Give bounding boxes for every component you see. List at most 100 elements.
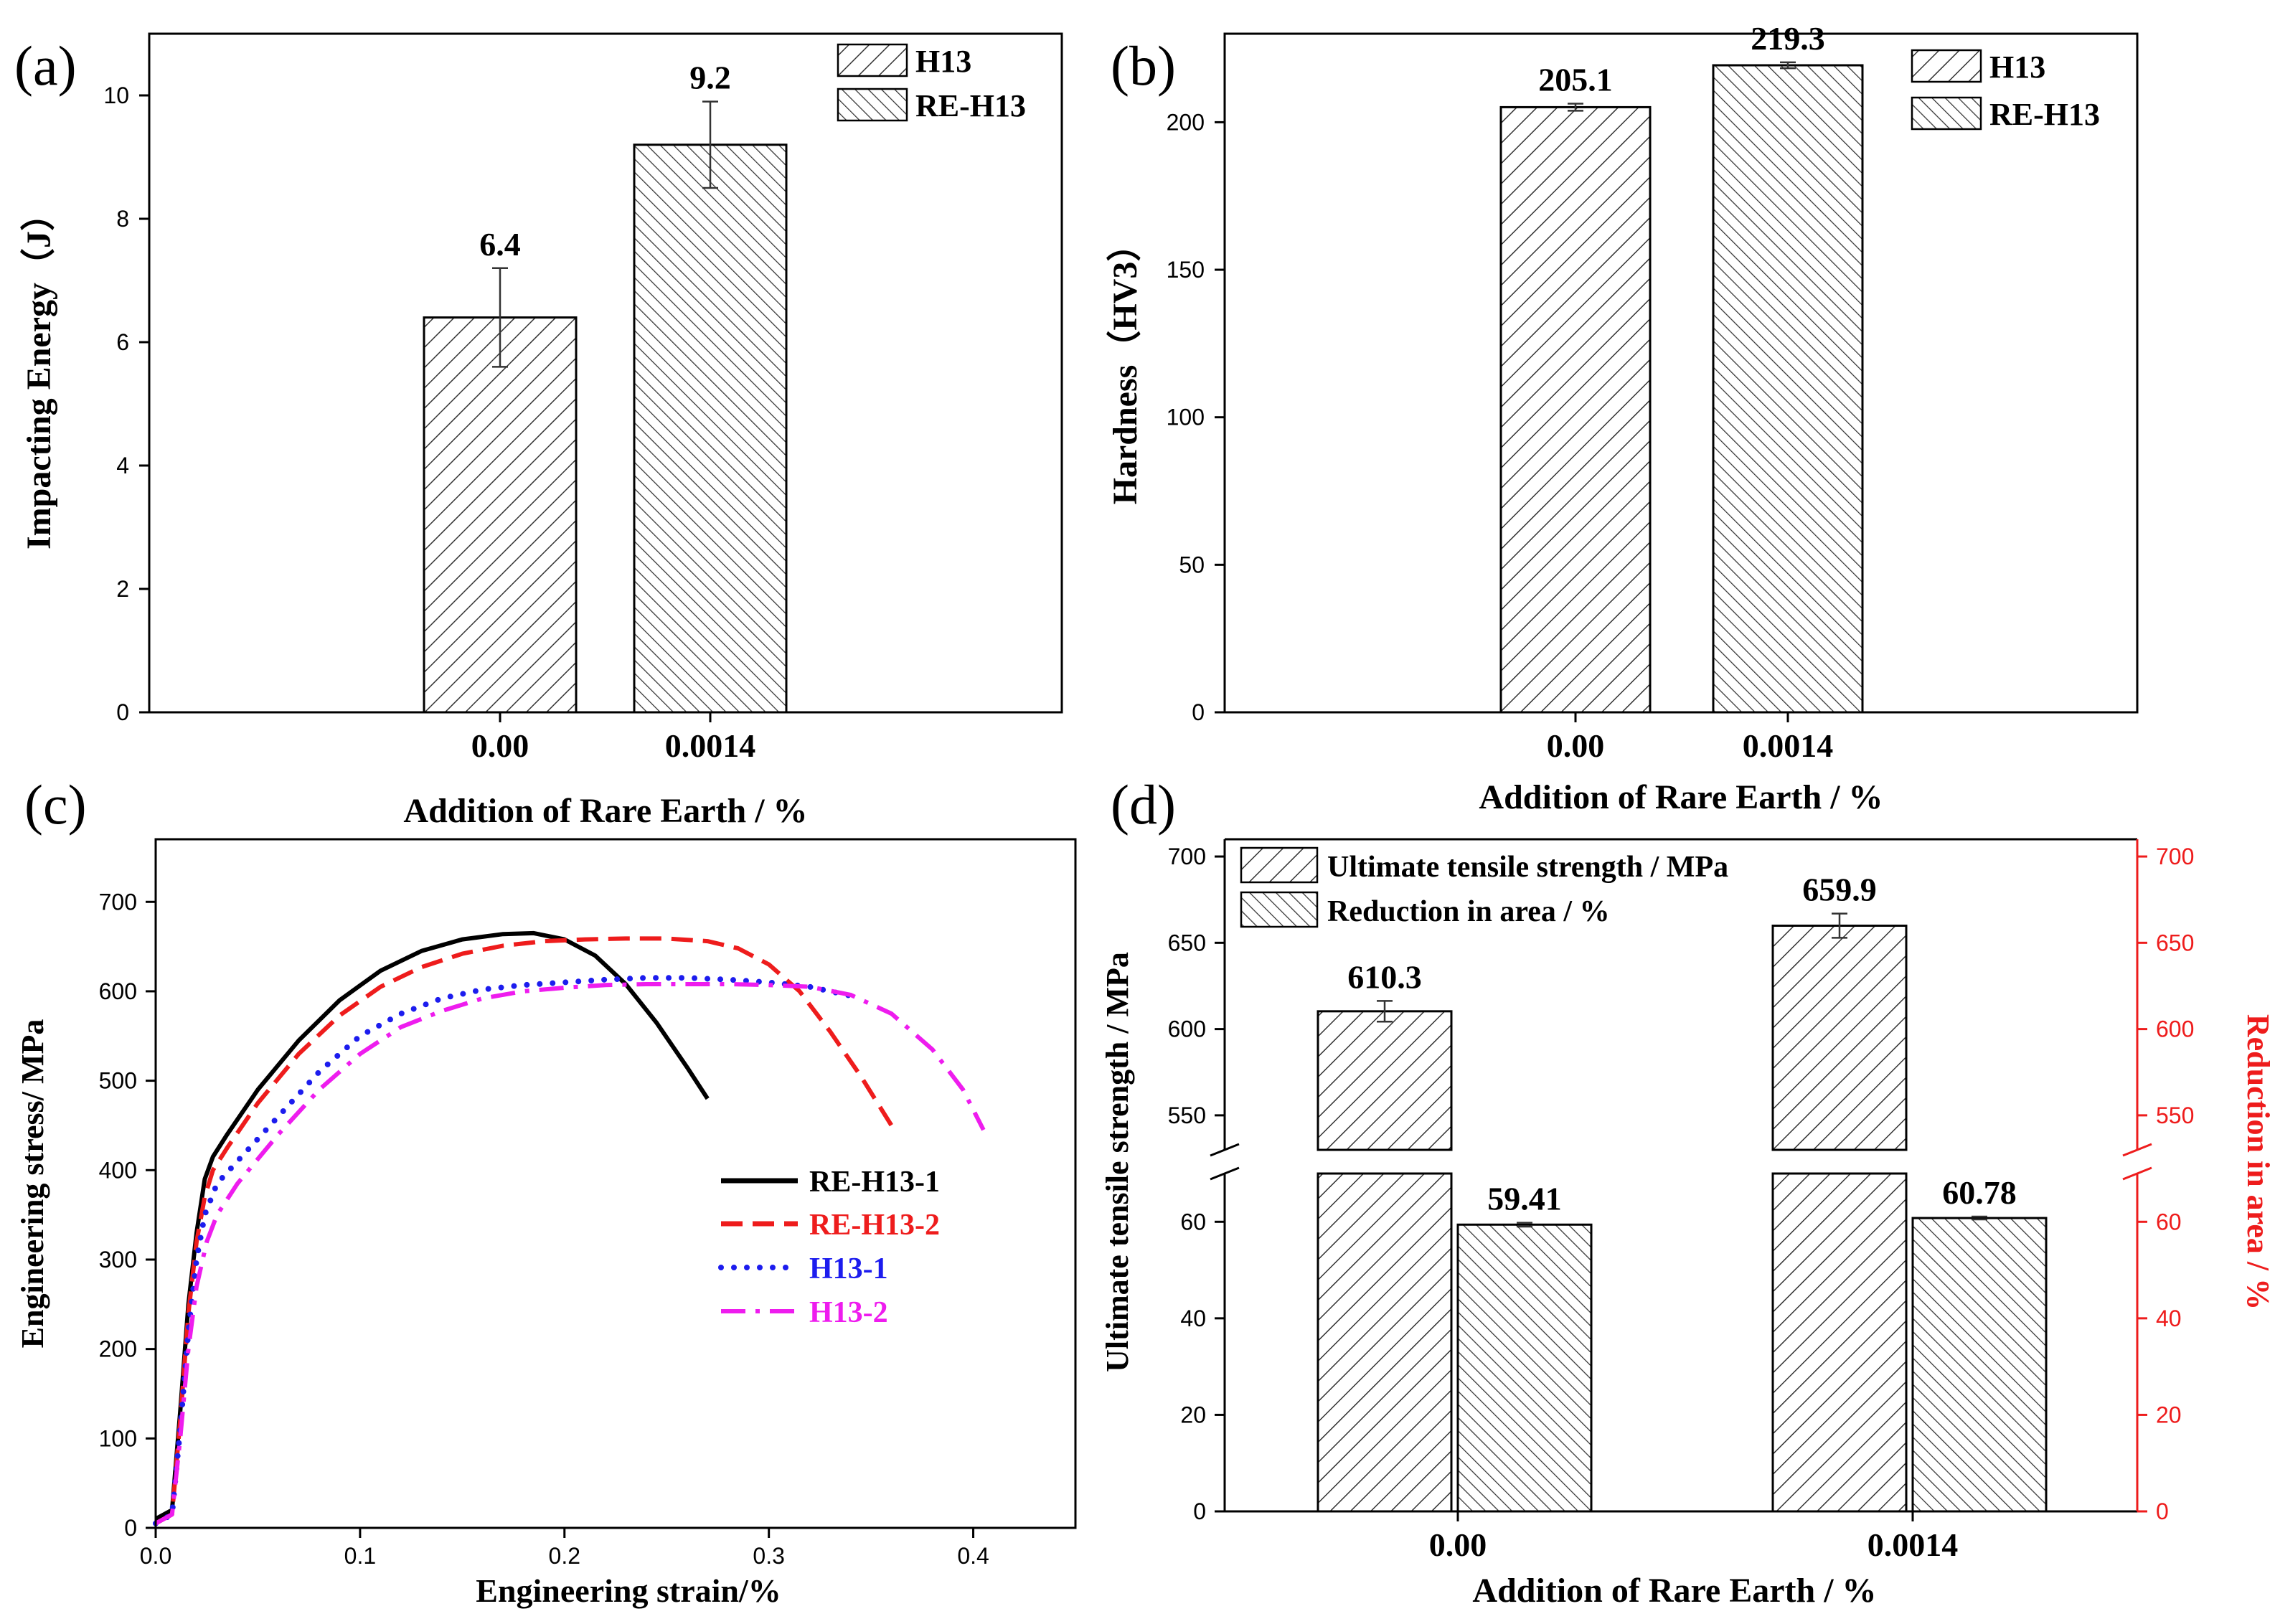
y2-tick-label: 60 xyxy=(2156,1209,2182,1234)
y-tick-label: 2 xyxy=(116,576,129,602)
panel-d-x-axis-label: Addition of Rare Earth / % xyxy=(1472,1572,1876,1610)
y-tick-label: 8 xyxy=(116,206,129,232)
y-tick-label: 0 xyxy=(1193,1498,1206,1524)
panel-c-legend-h13-2: H13-2 xyxy=(809,1296,888,1329)
y-tick-label: 600 xyxy=(1168,1016,1206,1042)
panel-b-hardness: (b) 205.1 219.3 0 50 100 150 200 0.00 0.0014 H… xyxy=(1106,20,2139,816)
panel-d-legend: Ultimate tensile strength / MPa Reductio… xyxy=(1240,846,1728,928)
y-tick-label: 150 xyxy=(1167,257,1205,283)
bar-uts-upper xyxy=(1771,925,1908,1151)
data-label: 610.3 xyxy=(1347,958,1422,995)
x-tick-label: 0.0014 xyxy=(1743,727,1834,764)
x-tick-label: 0.00 xyxy=(1429,1526,1487,1563)
y-tick-label: 60 xyxy=(1180,1209,1206,1234)
y2-tick-label: 700 xyxy=(2156,844,2194,869)
panel-c-frame xyxy=(154,838,1077,1529)
series-line-h13-2 xyxy=(154,982,986,1526)
panel-d-legend-swatch-uts xyxy=(1240,846,1319,884)
y-tick-label: 0 xyxy=(1192,699,1205,725)
x-tick-label: 0.00 xyxy=(1547,727,1605,764)
y2-tick-label: 550 xyxy=(2156,1103,2194,1128)
panel-a-impact-energy: (a) 6.4 9.2 0 2 4 6 8 10 0.00 0.0014 Impacting … xyxy=(14,32,1063,830)
panel-b-legend-swatch-re-h13 xyxy=(1911,96,1982,131)
panel-d-frame xyxy=(1210,838,2152,1513)
panel-a-legend-h13: H13 xyxy=(915,44,971,79)
panel-a-legend: H13 RE-H13 xyxy=(837,43,1026,123)
x-tick-label: 0.2 xyxy=(549,1543,580,1569)
data-label: 205.1 xyxy=(1538,61,1613,98)
panel-a-frame xyxy=(148,32,1063,714)
y-tick-label: 4 xyxy=(116,453,129,478)
panel-b-legend: H13 RE-H13 xyxy=(1911,49,2100,132)
panel-c-legend-re-h13-2: RE-H13-2 xyxy=(809,1209,940,1242)
axis-break-mark xyxy=(2122,1166,2152,1181)
y-tick-label: 20 xyxy=(1180,1402,1206,1427)
panel-d-tensile: (d) 610.3 659.9 59.41 60.78 0 0 20 20 40 40 60 60 5… xyxy=(1100,773,2275,1610)
panel-a-y-axis-label: Impacting Energy（J） xyxy=(20,197,58,549)
y-tick-label: 400 xyxy=(99,1157,137,1183)
y2-tick-label: 600 xyxy=(2156,1016,2194,1042)
y-tick-label: 40 xyxy=(1180,1306,1206,1331)
axis-break-mark xyxy=(1210,1143,1240,1157)
series-line-re-h13-1 xyxy=(154,930,710,1521)
data-label: 60.78 xyxy=(1942,1174,2017,1211)
y-tick-label: 200 xyxy=(1167,109,1205,135)
x-tick-label: 0.1 xyxy=(344,1543,376,1569)
data-label: 219.3 xyxy=(1751,20,1825,57)
x-tick-label: 0.3 xyxy=(753,1543,784,1569)
y-tick-label: 0 xyxy=(116,699,129,725)
panel-c-stress-strain: (c) 0 100 200 300 400 500 600 700 0.0 0.1 0.2 0.3 0… xyxy=(15,773,1077,1609)
x-tick-label: 0.0 xyxy=(140,1543,171,1569)
y2-tick-label: 0 xyxy=(2156,1498,2169,1524)
panel-c-x-axis-label: Engineering strain/% xyxy=(476,1572,781,1609)
panel-d-y-axis-label: Ultimate tensile strength / MPa xyxy=(1100,952,1135,1372)
x-tick-label: 0.0014 xyxy=(1867,1526,1959,1563)
panel-d-y2-axis-label: Reduction in area / % xyxy=(2241,1014,2275,1310)
panel-d-legend-uts: Ultimate tensile strength / MPa xyxy=(1327,851,1728,884)
panel-b-frame xyxy=(1223,32,2139,714)
bar-reduction-in-area xyxy=(1911,1217,2048,1513)
panel-a-label: (a) xyxy=(14,34,77,97)
y-tick-label: 300 xyxy=(99,1247,137,1273)
series-line-re-h13-2 xyxy=(154,936,894,1526)
y2-tick-label: 650 xyxy=(2156,930,2194,955)
y-tick-label: 100 xyxy=(99,1425,137,1451)
panel-c-legend-re-h13-1: RE-H13-1 xyxy=(809,1166,940,1199)
y-tick-label: 550 xyxy=(1168,1103,1206,1128)
data-label: 59.41 xyxy=(1487,1181,1562,1217)
panel-a-legend-swatch-h13 xyxy=(837,43,908,77)
panel-a-legend-re-h13: RE-H13 xyxy=(915,88,1026,123)
data-label: 9.2 xyxy=(689,60,731,96)
y-tick-label: 100 xyxy=(1167,405,1205,430)
y-tick-label: 200 xyxy=(99,1336,137,1362)
bar-uts-lower xyxy=(1771,1172,1908,1513)
bar-uts-upper xyxy=(1317,1010,1453,1151)
x-tick-label: 0.4 xyxy=(957,1543,989,1569)
panel-b-legend-re-h13: RE-H13 xyxy=(1989,97,2100,132)
y2-tick-label: 40 xyxy=(2156,1306,2182,1331)
panel-a-legend-swatch-re-h13 xyxy=(837,88,908,122)
panel-c-legend-h13-1: H13-1 xyxy=(809,1252,888,1285)
x-tick-label: 0.00 xyxy=(471,727,529,764)
panel-c-legend: RE-H13-1 RE-H13-2 H13-1 H13-2 xyxy=(718,1166,940,1329)
panel-b-legend-h13: H13 xyxy=(1989,49,2045,85)
y-tick-label: 10 xyxy=(103,82,129,108)
y-tick-label: 50 xyxy=(1179,552,1205,577)
panel-c-label: (c) xyxy=(24,773,87,836)
y-tick-label: 700 xyxy=(1168,844,1206,869)
y-tick-label: 650 xyxy=(1168,930,1206,955)
y2-tick-label: 20 xyxy=(2156,1402,2182,1427)
panel-b-x-axis-label: Addition of Rare Earth / % xyxy=(1479,778,1883,816)
series-line-h13-1 xyxy=(153,975,854,1526)
bar-reduction-in-area xyxy=(1456,1223,1593,1513)
y-tick-label: 600 xyxy=(99,978,137,1004)
panel-d-legend-ria: Reduction in area / % xyxy=(1327,895,1610,928)
bar-h13 xyxy=(1499,105,1652,714)
panel-a-x-axis-label: Addition of Rare Earth / % xyxy=(403,792,807,830)
axis-break-mark xyxy=(1210,1166,1240,1181)
bar-h13 xyxy=(423,316,578,714)
axis-break-mark xyxy=(2122,1143,2152,1157)
panel-c-y-axis-label: Engineering stress/ MPa xyxy=(15,1019,50,1349)
panel-d-label: (d) xyxy=(1111,773,1176,836)
